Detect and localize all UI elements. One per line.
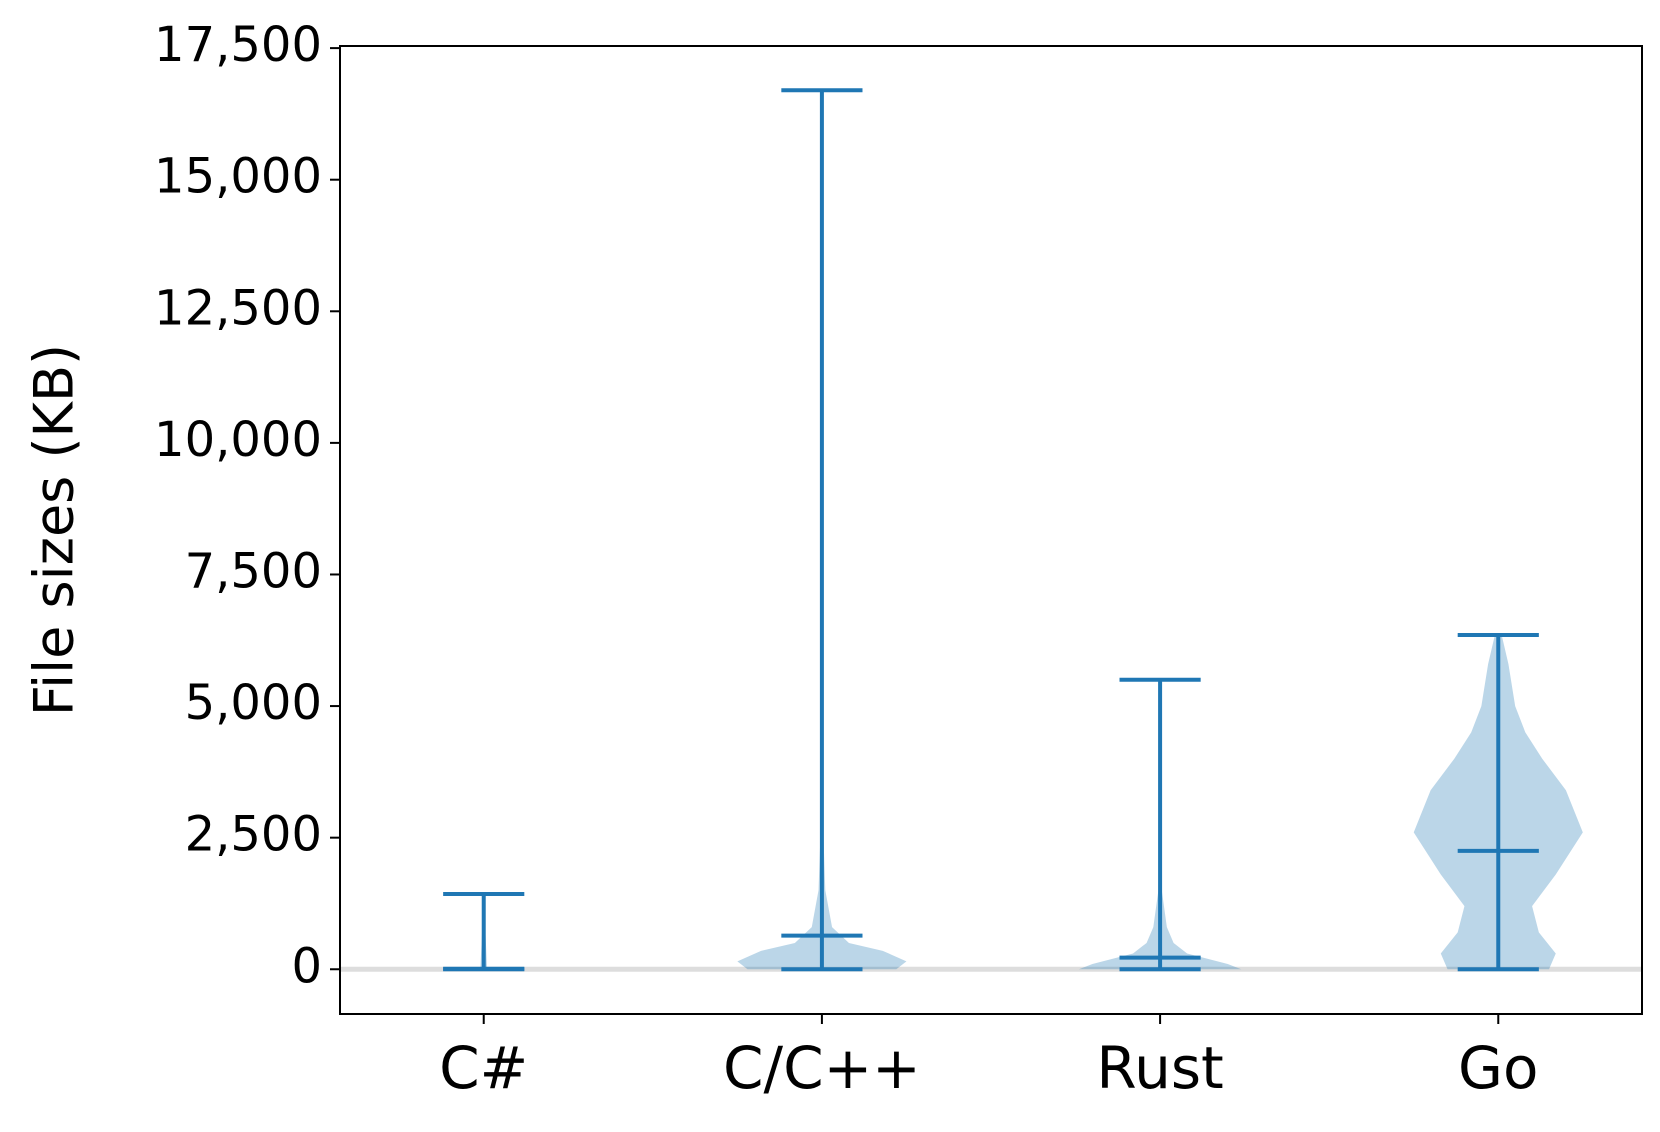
x-tick-label: Go — [1458, 1034, 1538, 1102]
y-tick-label: 0 — [291, 938, 322, 994]
y-tick-label: 15,000 — [154, 149, 322, 205]
y-tick-label: 12,500 — [154, 280, 322, 336]
y-tick-label: 10,000 — [154, 412, 322, 468]
y-axis-label: File sizes (KB) — [23, 344, 86, 716]
y-tick-label: 7,500 — [185, 543, 322, 599]
x-tick-label: C# — [439, 1034, 528, 1102]
x-tick-label: Rust — [1096, 1034, 1223, 1102]
y-tick-label: 5,000 — [185, 675, 322, 731]
plot-frame — [339, 45, 1643, 1015]
y-tick-label: 17,500 — [154, 17, 322, 73]
y-tick-label: 2,500 — [185, 807, 322, 863]
x-tick-label: C/C++ — [723, 1034, 921, 1102]
